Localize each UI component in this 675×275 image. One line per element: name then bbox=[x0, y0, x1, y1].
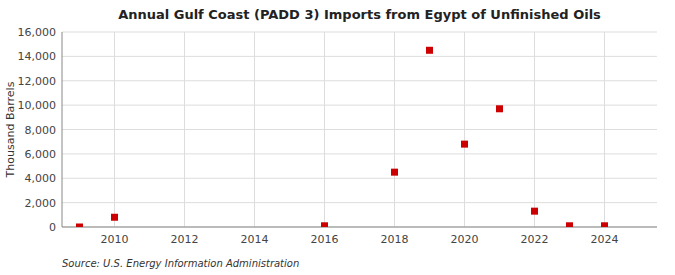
grid bbox=[62, 32, 657, 227]
title: Annual Gulf Coast (PADD 3) Imports from … bbox=[118, 7, 601, 22]
point bbox=[321, 222, 328, 227]
x-grid-line bbox=[464, 32, 465, 227]
ticks: 0 2,000 4,000 6,000 8,000 10,000 12,000 14,000 1… bbox=[18, 26, 619, 246]
x-tick-label: 2014 bbox=[241, 233, 269, 246]
y-grid-line bbox=[62, 80, 657, 81]
x-grid-line bbox=[604, 32, 605, 227]
point bbox=[496, 105, 503, 112]
y-tick-label: 8,000 bbox=[25, 124, 57, 137]
y-tick-label: 0 bbox=[49, 221, 56, 234]
y-grid-line bbox=[62, 178, 657, 179]
y-tick-label: 16,000 bbox=[18, 26, 57, 39]
y-grid-line bbox=[62, 32, 657, 33]
point bbox=[391, 169, 398, 176]
y-tick-label: 14,000 bbox=[18, 50, 57, 63]
points bbox=[76, 47, 608, 227]
y-grid-line bbox=[62, 202, 657, 203]
x-grid-line bbox=[254, 32, 255, 227]
point bbox=[461, 141, 468, 148]
y-grid-line bbox=[62, 105, 657, 106]
x-grid-line bbox=[394, 32, 395, 227]
point bbox=[566, 222, 573, 227]
y-axis-label: Thousand Barrels bbox=[4, 81, 17, 178]
x-tick-label: 2020 bbox=[451, 233, 479, 246]
y-tick-label: 12,000 bbox=[18, 75, 57, 88]
point bbox=[601, 222, 608, 227]
point bbox=[111, 214, 118, 221]
x-tick-label: 2024 bbox=[591, 233, 619, 246]
x-grid-line bbox=[324, 32, 325, 227]
y-grid-line bbox=[62, 153, 657, 154]
source-note: Source: U.S. Energy Information Administ… bbox=[62, 258, 299, 269]
y-grid-line bbox=[62, 56, 657, 57]
x-grid-line bbox=[114, 32, 115, 227]
y-axis-line bbox=[62, 32, 63, 227]
chart: 0 2,000 4,000 6,000 8,000 10,000 12,000 14,000 1… bbox=[0, 0, 675, 275]
point bbox=[76, 224, 83, 228]
x-grid-line bbox=[184, 32, 185, 227]
x-tick-label: 2018 bbox=[381, 233, 409, 246]
x-tick-label: 2016 bbox=[311, 233, 339, 246]
point bbox=[426, 47, 433, 54]
y-tick-label: 10,000 bbox=[18, 99, 57, 112]
y-tick-label: 2,000 bbox=[25, 197, 57, 210]
y-tick-label: 6,000 bbox=[25, 148, 57, 161]
x-tick-label: 2022 bbox=[521, 233, 549, 246]
point bbox=[531, 208, 538, 215]
x-grid-line bbox=[534, 32, 535, 227]
y-tick-label: 4,000 bbox=[25, 172, 57, 185]
x-tick-label: 2010 bbox=[101, 233, 129, 246]
x-tick-label: 2012 bbox=[171, 233, 199, 246]
y-grid-line bbox=[62, 129, 657, 130]
